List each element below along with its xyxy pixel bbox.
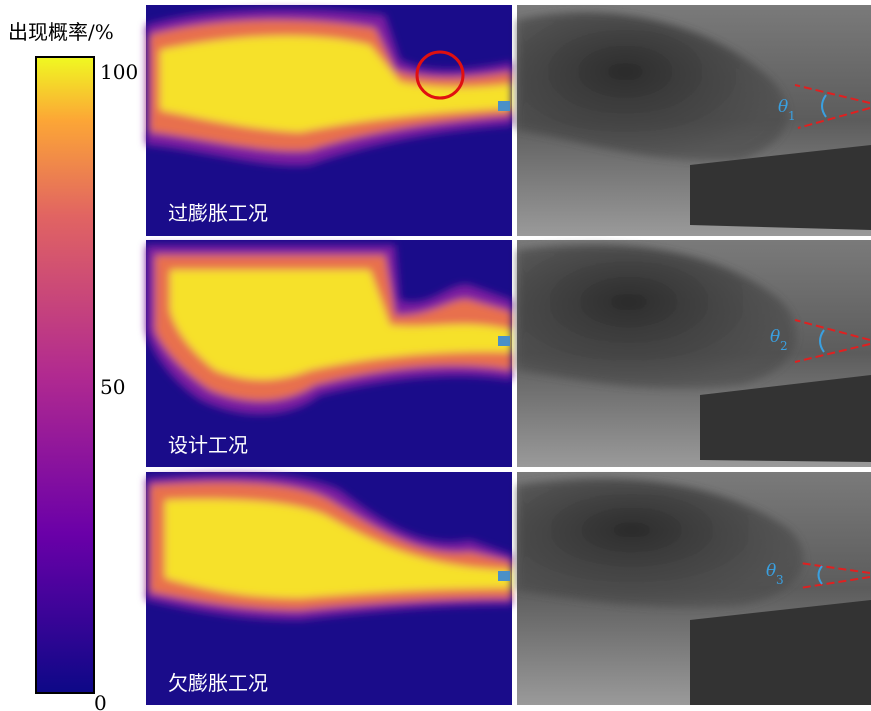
photo-panel: θ 2 [517,240,871,467]
colorbar-tick-label: 50 [100,375,125,399]
angle-subscript: 2 [780,339,788,353]
panel-label: 欠膨胀工况 [168,671,268,695]
colorbar-label: 出现概率/% [8,20,114,44]
angle-subscript: 1 [788,109,796,123]
heatmap-panel: 设计工况 [146,240,512,467]
angle-subscript: 3 [776,573,784,587]
heatmap-panel: 欠膨胀工况 [146,472,512,705]
figure: 出现概率/% 100 50 0 过膨胀工况 θ 1 设计工况 [0,0,871,711]
angle-symbol: θ [770,327,780,347]
photo-panel: θ 1 [517,5,871,236]
panel-label: 设计工况 [168,433,248,457]
heatmap-panel: 过膨胀工况 [146,5,512,236]
panel-label: 过膨胀工况 [168,201,268,225]
colorbar-tick-label: 0 [94,691,107,711]
photo-panel: θ 3 [517,472,871,705]
angle-symbol: θ [778,97,788,117]
angle-symbol: θ [766,561,776,581]
colorbar [36,57,94,693]
colorbar-tick-label: 100 [100,60,138,84]
